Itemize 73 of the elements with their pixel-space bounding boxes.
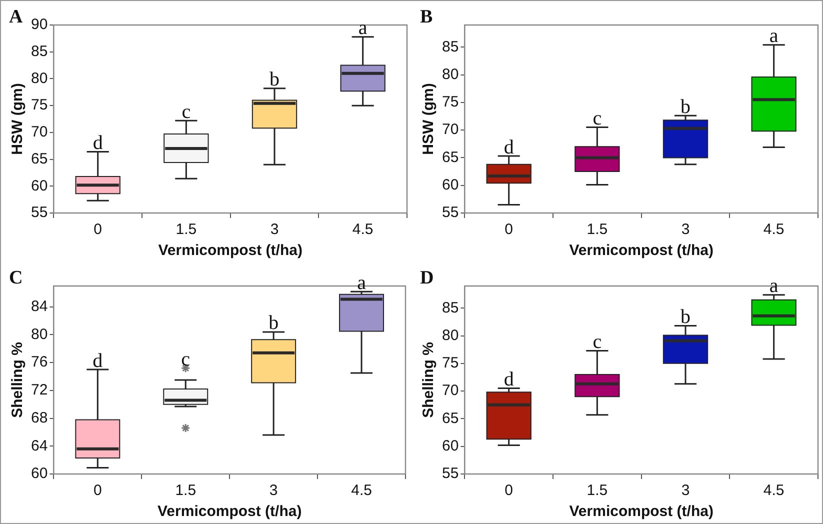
y-tick-label: 80 — [30, 70, 48, 87]
y-tick-label: 75 — [442, 94, 459, 111]
y-axis-title: Shelling % — [420, 342, 438, 418]
y-tick-label: 90 — [30, 16, 48, 34]
annotation: a — [769, 25, 778, 48]
y-tick-label: 70 — [30, 124, 48, 141]
x-tick-label: 3 — [269, 482, 278, 500]
annotation: a — [769, 275, 778, 298]
y-tick-label: 55 — [30, 204, 48, 222]
y-tick-label: 76 — [30, 354, 48, 371]
x-tick-label: 4.5 — [351, 482, 372, 500]
annotation: c — [182, 100, 191, 123]
y-tick-label: 85 — [30, 43, 48, 60]
x-tick-label: 3 — [681, 482, 690, 500]
y-tick-label: 80 — [442, 66, 459, 83]
y-tick-label: 68 — [30, 409, 48, 426]
annotation: c — [592, 108, 602, 130]
annotation: c — [181, 348, 190, 370]
annotation: c — [592, 330, 602, 353]
y-tick-label: 60 — [442, 437, 459, 454]
annotation: b — [680, 306, 691, 328]
y-axis-title: HSW (gm) — [9, 83, 26, 155]
x-tick-label: 1.5 — [176, 221, 197, 238]
chart-title: B — [420, 6, 433, 28]
y-tick-label: 85 — [442, 299, 459, 316]
y-tick-label: 70 — [442, 382, 459, 400]
x-tick-label: 1.5 — [586, 221, 608, 238]
x-tick-label: 1.5 — [175, 482, 196, 500]
y-tick-label: 65 — [30, 150, 48, 168]
y-tick-label: 72 — [30, 382, 48, 399]
y-axis-title: HSW (gm) — [420, 83, 438, 155]
chart-title: D — [420, 267, 434, 288]
x-axis-title: Vermicompost (t/ha) — [569, 503, 714, 520]
annotation: b — [680, 96, 691, 118]
annotation: b — [270, 68, 280, 91]
x-tick-label: 3 — [270, 221, 279, 238]
y-tick-label: 55 — [442, 465, 459, 482]
y-tick-label: 60 — [30, 465, 48, 482]
y-tick-label: 64 — [30, 437, 48, 454]
x-tick-label: 4.5 — [763, 482, 784, 500]
x-tick-label: 0 — [93, 482, 102, 500]
y-tick-label: 84 — [30, 298, 48, 316]
x-tick-label: 4.5 — [352, 221, 374, 238]
y-tick-label: 60 — [442, 176, 459, 194]
y-tick-label: 55 — [442, 204, 459, 222]
y-axis-title: Shelling % — [9, 342, 26, 418]
chart-title: A — [9, 6, 23, 28]
annotation: d — [92, 350, 103, 372]
y-tick-label: 65 — [442, 410, 459, 427]
y-tick-label: 80 — [442, 326, 459, 344]
x-axis-title: Vermicompost (t/ha) — [157, 503, 302, 520]
y-tick-label: 75 — [30, 96, 48, 114]
y-tick-label: 65 — [442, 148, 459, 166]
x-tick-label: 0 — [504, 482, 514, 500]
annotation: d — [92, 132, 103, 154]
y-tick-label: 80 — [30, 326, 48, 343]
annotation: a — [358, 17, 368, 40]
x-tick-label: 3 — [681, 221, 690, 238]
x-tick-label: 1.5 — [586, 482, 608, 500]
annotation: a — [357, 272, 366, 294]
x-axis-title: Vermicompost (t/ha) — [569, 242, 714, 260]
y-tick-label: 70 — [442, 121, 459, 138]
x-tick-label: 0 — [504, 221, 514, 238]
annotation: d — [504, 136, 514, 158]
x-tick-label: 0 — [94, 221, 102, 238]
x-axis-title: Vermicompost (t/ha) — [158, 242, 302, 260]
y-tick-label: 85 — [442, 38, 459, 56]
y-tick-label: 60 — [30, 177, 48, 194]
annotation: d — [504, 368, 514, 391]
y-tick-label: 75 — [442, 354, 459, 372]
chart-title: C — [9, 267, 23, 288]
x-tick-label: 4.5 — [763, 221, 784, 238]
annotation: b — [268, 312, 279, 334]
